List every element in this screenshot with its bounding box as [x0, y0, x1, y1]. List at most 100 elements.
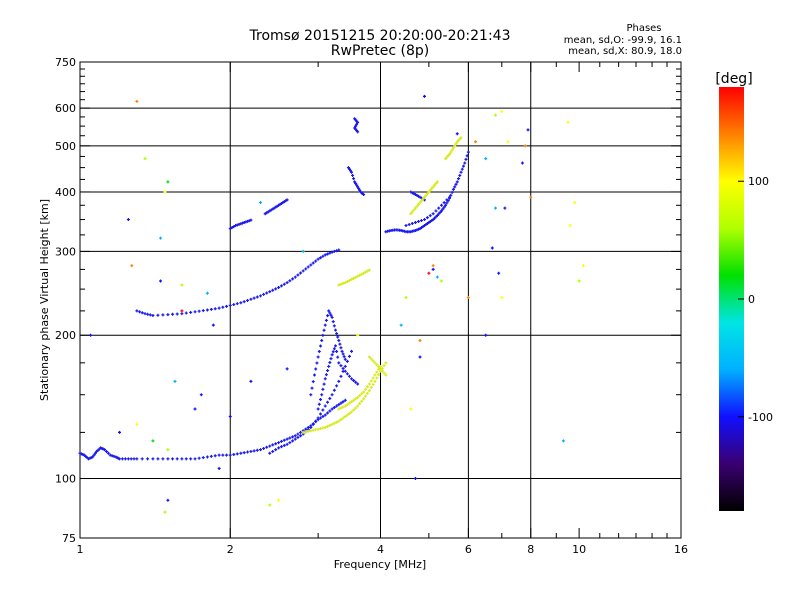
- o-ray-point: [309, 263, 313, 267]
- scatter-point: [418, 355, 422, 359]
- grid-lines: [80, 62, 681, 538]
- x-ray-point: [354, 397, 358, 401]
- o-ray-point: [332, 347, 336, 351]
- o-ray-point: [328, 361, 332, 365]
- o-ray-point: [296, 435, 300, 439]
- y-tick-label: 750: [55, 56, 76, 69]
- colorbar-ticks: -100 0 100: [738, 175, 773, 424]
- o-ray-point: [347, 374, 351, 378]
- x-ray-point: [365, 385, 369, 389]
- o-ray-point: [118, 457, 122, 461]
- o-ray-point: [193, 310, 197, 314]
- scatter-point: [494, 206, 498, 210]
- o-ray-point: [323, 404, 327, 408]
- scatter-point: [568, 224, 572, 228]
- x-tick-label: 4: [377, 543, 384, 556]
- o-ray-point: [422, 218, 426, 222]
- x-ray-point: [449, 150, 453, 154]
- scatter-point: [418, 338, 422, 342]
- o-ray-point: [350, 377, 354, 381]
- o-ray-point: [355, 183, 359, 187]
- o-ray-point: [463, 161, 467, 165]
- o-ray-point: [316, 355, 320, 359]
- o-ray-point: [437, 206, 441, 210]
- o-ray-point: [337, 338, 341, 342]
- x-ray-point: [337, 407, 341, 411]
- x-ray-point: [373, 373, 377, 377]
- o-ray-point: [304, 267, 308, 271]
- o-ray-point: [228, 453, 232, 457]
- o-ray-point: [356, 120, 360, 124]
- o-ray-point: [205, 308, 209, 312]
- o-ray-point: [175, 457, 179, 461]
- scatter-point: [180, 283, 184, 287]
- scatter-point: [166, 498, 170, 502]
- o-ray-point: [464, 157, 468, 161]
- y-axis-label: Stationary phase Virtual Height [km]: [38, 199, 51, 401]
- o-ray-point: [209, 307, 213, 311]
- o-ray-point: [339, 364, 343, 368]
- o-ray-point: [225, 304, 229, 308]
- o-ray-point: [425, 216, 429, 220]
- x-ray-point: [430, 187, 434, 191]
- o-ray-point: [440, 203, 443, 207]
- data-points: [78, 94, 585, 514]
- o-ray-point: [332, 388, 336, 392]
- o-ray-point: [288, 436, 292, 440]
- o-ray-point: [338, 342, 342, 346]
- x-ray-point: [356, 395, 360, 399]
- o-ray-point: [333, 328, 337, 332]
- o-ray-point: [354, 380, 358, 384]
- o-ray-point: [285, 442, 289, 446]
- x-ray-point: [367, 382, 371, 386]
- x-ray-point: [371, 382, 375, 386]
- scatter-point: [503, 206, 507, 210]
- o-ray-point: [279, 439, 283, 443]
- o-ray-point: [442, 201, 446, 205]
- o-ray-point: [93, 451, 97, 455]
- o-ray-point: [324, 373, 328, 377]
- o-ray-point: [180, 457, 184, 461]
- o-ray-point: [462, 164, 466, 168]
- o-ray-point: [321, 333, 325, 337]
- o-ray-point: [279, 445, 283, 449]
- o-ray-point: [314, 419, 318, 423]
- o-ray-point: [112, 454, 116, 458]
- x-ray-point: [364, 394, 368, 398]
- x-ray-point: [304, 430, 308, 434]
- o-ray-point: [330, 315, 334, 319]
- o-ray-point: [330, 353, 334, 357]
- o-ray-point: [342, 355, 346, 359]
- o-ray-point: [340, 349, 344, 353]
- o-ray-point: [319, 344, 323, 348]
- o-ray-point: [352, 379, 356, 383]
- o-ray-point: [252, 296, 256, 300]
- x-ray-point: [354, 406, 358, 410]
- x-ray-point: [350, 410, 354, 414]
- x-ray-point: [451, 146, 455, 150]
- o-ray-point: [232, 303, 236, 307]
- legend-line-o: mean, sd,O: -99.9, 16.1: [564, 35, 682, 46]
- o-ray-point: [354, 182, 358, 186]
- scatter-point: [529, 195, 533, 199]
- x-ray-point: [384, 373, 388, 377]
- o-ray-point: [126, 457, 130, 461]
- axis-ticks: 1 2 4 6 8 10 16 75 100 200 300 400 500 600 750: [55, 56, 688, 556]
- o-ray-point: [268, 451, 272, 455]
- o-ray-point: [249, 297, 253, 301]
- o-ray-point: [328, 396, 332, 400]
- y-tick-label: 100: [55, 473, 76, 486]
- o-ray-point: [132, 457, 136, 461]
- o-ray-point: [166, 313, 170, 317]
- x-ray-point: [420, 199, 424, 203]
- o-ray-point: [311, 422, 315, 426]
- o-ray-point: [209, 454, 213, 458]
- o-ray-point: [161, 457, 165, 461]
- scatter-point: [566, 120, 570, 124]
- legend-title: Phases: [626, 23, 661, 34]
- o-ray-point: [156, 313, 160, 317]
- o-ray-point: [316, 257, 320, 261]
- o-ray-point: [92, 453, 96, 457]
- o-ray-point: [288, 279, 292, 283]
- o-ray-point: [140, 457, 144, 461]
